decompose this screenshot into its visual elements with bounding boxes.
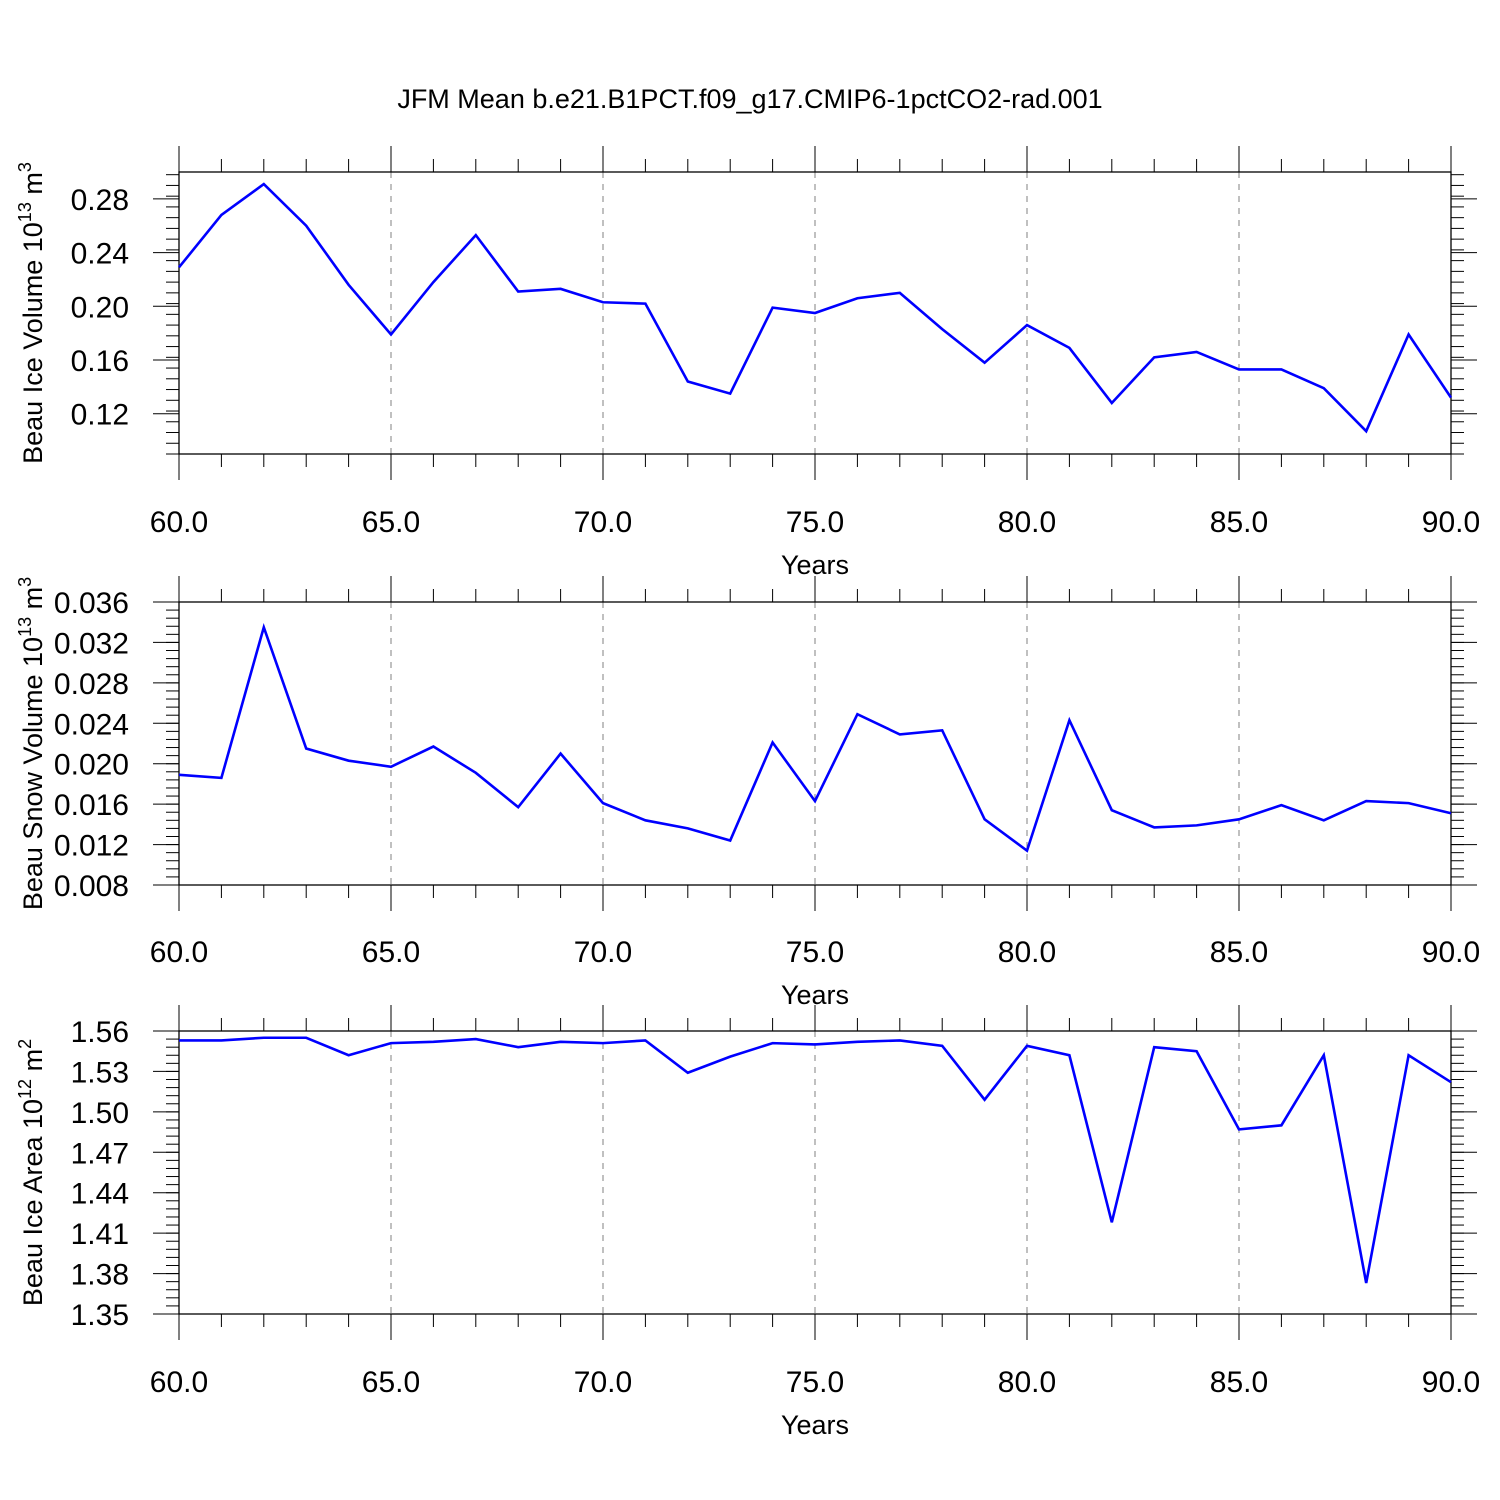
y-tick-label: 0.12 xyxy=(71,399,129,432)
x-tick-label: 85.0 xyxy=(1210,506,1268,539)
y-tick-label: 0.020 xyxy=(54,749,129,782)
x-tick-label: 75.0 xyxy=(786,1366,844,1399)
y-tick-label: 1.50 xyxy=(71,1097,129,1130)
x-tick-label: 65.0 xyxy=(362,936,420,969)
x-tick-label: 60.0 xyxy=(150,506,208,539)
y-tick-label: 1.47 xyxy=(71,1137,129,1170)
series-line xyxy=(179,1036,1452,1284)
snow-volume-panel: 0.008 0.012 0.016 0.020 0.024 0.028 0.032 0.036… xyxy=(15,576,1480,1010)
ice-area-panel: 1.35 1.38 1.41 1.44 1.47 1.50 1.53 1.56 60.0 65.0… xyxy=(15,1005,1480,1440)
x-tick-label: 75.0 xyxy=(786,936,844,969)
x-axis-title: Years xyxy=(781,1410,849,1440)
x-tick-label: 80.0 xyxy=(998,1366,1056,1399)
y-tick-label: 0.016 xyxy=(54,789,129,822)
x-tick-label: 80.0 xyxy=(998,506,1056,539)
y-tick-label: 1.38 xyxy=(71,1259,129,1292)
y-axis-title: Beau Ice Area 1012 m2 xyxy=(15,1039,48,1306)
x-tick-label: 70.0 xyxy=(574,506,632,539)
x-tick-label: 80.0 xyxy=(998,936,1056,969)
x-tick-label: 65.0 xyxy=(362,506,420,539)
y-tick-label: 0.16 xyxy=(71,345,129,378)
y-axis-title: Beau Ice Volume 1013 m3 xyxy=(15,162,48,464)
y-tick-label: 1.35 xyxy=(71,1299,129,1332)
y-tick-label: 1.41 xyxy=(71,1218,129,1251)
y-tick-label: 0.28 xyxy=(71,184,129,217)
y-tick-label: 1.53 xyxy=(71,1056,129,1089)
x-tick-label: 85.0 xyxy=(1210,936,1268,969)
y-tick-label: 1.56 xyxy=(71,1016,129,1049)
x-tick-label: 90.0 xyxy=(1422,506,1480,539)
chart-title: JFM Mean b.e21.B1PCT.f09_g17.CMIP6-1pctC… xyxy=(397,84,1103,114)
y-tick-label: 0.24 xyxy=(71,238,129,271)
ice-volume-panel: 0.12 0.16 0.20 0.24 0.28 60.0 65.0 70.0 75.0 80.0… xyxy=(15,146,1480,580)
y-tick-label: 0.012 xyxy=(54,830,129,863)
y-tick-label: 0.028 xyxy=(54,668,129,701)
y-tick-label: 0.024 xyxy=(54,708,129,741)
y-tick-label: 1.44 xyxy=(71,1178,129,1211)
y-axis-title: Beau Snow Volume 1013 m3 xyxy=(15,577,48,910)
x-tick-label: 60.0 xyxy=(150,1366,208,1399)
y-tick-label: 0.032 xyxy=(54,627,129,660)
y-tick-label: 0.036 xyxy=(54,587,129,620)
x-tick-label: 65.0 xyxy=(362,1366,420,1399)
x-tick-label: 90.0 xyxy=(1422,936,1480,969)
x-tick-label: 85.0 xyxy=(1210,1366,1268,1399)
x-tick-label: 70.0 xyxy=(574,936,632,969)
x-tick-label: 75.0 xyxy=(786,506,844,539)
y-tick-label: 0.20 xyxy=(71,291,129,324)
x-tick-label: 90.0 xyxy=(1422,1366,1480,1399)
x-tick-label: 60.0 xyxy=(150,936,208,969)
series-line xyxy=(178,622,1452,853)
y-tick-label: 0.008 xyxy=(54,870,129,903)
x-axis-title: Years xyxy=(781,550,849,580)
series-line xyxy=(177,182,1453,434)
x-tick-label: 70.0 xyxy=(574,1366,632,1399)
